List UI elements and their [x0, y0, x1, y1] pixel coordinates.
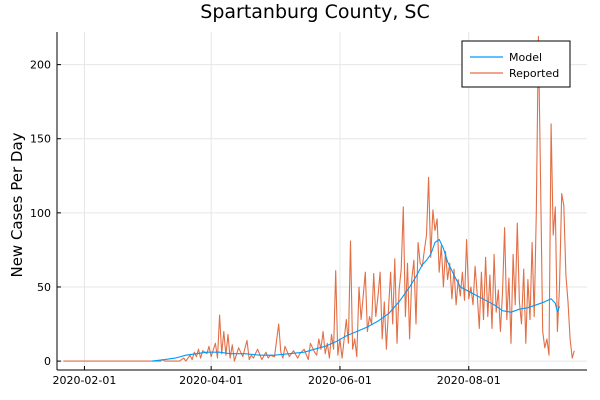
chart-title: Spartanburg County, SC	[200, 1, 429, 23]
y-axis-ticks: 0 50 100 150 200	[30, 59, 61, 368]
y-tick-label: 0	[44, 355, 51, 368]
y-tick-label: 150	[30, 133, 51, 146]
plot-area	[63, 35, 575, 362]
x-tick-label: 2020-06-01	[308, 374, 372, 387]
y-tick-label: 100	[30, 207, 51, 220]
y-tick-label: 50	[37, 281, 51, 294]
series-line-model	[151, 238, 561, 362]
y-axis-label: New Cases Per Day	[8, 132, 26, 277]
legend-box	[461, 40, 571, 88]
x-tick-label: 2020-02-01	[52, 374, 116, 387]
x-axis-ticks: 2020-02-01 2020-04-01 2020-06-01 2020-08-01	[52, 366, 501, 387]
legend-label-model: Model	[509, 51, 542, 64]
x-tick-label: 2020-08-01	[437, 374, 501, 387]
x-tick-label: 2020-04-01	[179, 374, 243, 387]
legend: Model Reported	[461, 40, 571, 88]
legend-label-reported: Reported	[509, 67, 559, 80]
y-tick-label: 200	[30, 59, 51, 72]
